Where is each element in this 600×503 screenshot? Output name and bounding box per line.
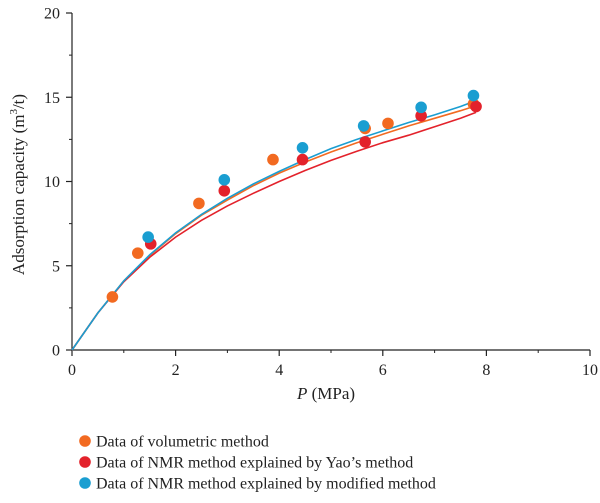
y-axis-title-superscript: 3 — [8, 109, 20, 115]
data-point-series-2 — [359, 136, 371, 148]
fit-curve-series-1 — [71, 104, 477, 351]
x-axis-title: P (MPa) — [296, 384, 355, 403]
y-axis-title-main: Adsorption capacity (m — [9, 115, 28, 276]
y-tick-label: 5 — [52, 258, 60, 275]
data-point-series-1 — [382, 117, 394, 130]
y-axis-title: Adsorption capacity (m3/t) — [8, 94, 28, 275]
data-point-series-1 — [193, 197, 205, 210]
data-point-series-1 — [267, 153, 279, 166]
data-point-series-2 — [470, 100, 482, 113]
data-point-series-3 — [415, 101, 427, 114]
x-tick-label: 6 — [379, 362, 387, 379]
tick-marks — [66, 12, 591, 356]
axes — [71, 13, 590, 351]
legend-marker-series-3 — [79, 477, 91, 489]
y-tick-label: 15 — [44, 90, 60, 107]
data-point-series-3 — [142, 231, 154, 243]
x-tick-label: 0 — [68, 362, 76, 379]
data-point-series-3 — [296, 142, 309, 154]
data-point-series-1 — [131, 247, 144, 259]
data-point-series-2 — [296, 153, 309, 166]
data-point-series-1 — [106, 291, 119, 303]
x-tick-label: 8 — [482, 362, 490, 379]
data-point-series-2 — [415, 109, 427, 122]
fit-curve-series-2 — [71, 111, 477, 351]
legend-label-series-3: Data of NMR method explained by modified… — [96, 476, 436, 493]
x-axis-title-symbol: P — [296, 384, 307, 403]
legend: Data of volumetric method Data of NMR met… — [79, 434, 436, 493]
data-point-series-3 — [357, 120, 370, 132]
x-axis-title-unit: (MPa) — [307, 384, 355, 403]
y-tick-label: 0 — [52, 343, 60, 360]
legend-marker-series-2 — [79, 456, 91, 468]
data-point-series-3 — [467, 89, 480, 102]
fit-curve-series-3 — [71, 99, 477, 351]
data-points — [106, 89, 482, 303]
y-tick-label: 20 — [44, 6, 60, 23]
x-tick-label: 4 — [275, 362, 283, 379]
data-point-series-2 — [218, 184, 231, 197]
y-tick-label: 10 — [44, 174, 60, 191]
tick-labels: 0 2 4 6 8 10 0 5 10 15 20 — [44, 6, 598, 380]
y-axis-title-tail: /t) — [9, 94, 28, 109]
fit-curves — [71, 99, 477, 351]
data-point-series-3 — [218, 174, 231, 186]
legend-label-series-1: Data of volumetric method — [96, 434, 269, 451]
legend-label-series-2: Data of NMR method explained by Yao’s me… — [96, 455, 413, 472]
legend-marker-series-1 — [79, 435, 91, 447]
x-tick-label: 2 — [172, 362, 180, 379]
x-tick-label: 10 — [582, 362, 598, 379]
